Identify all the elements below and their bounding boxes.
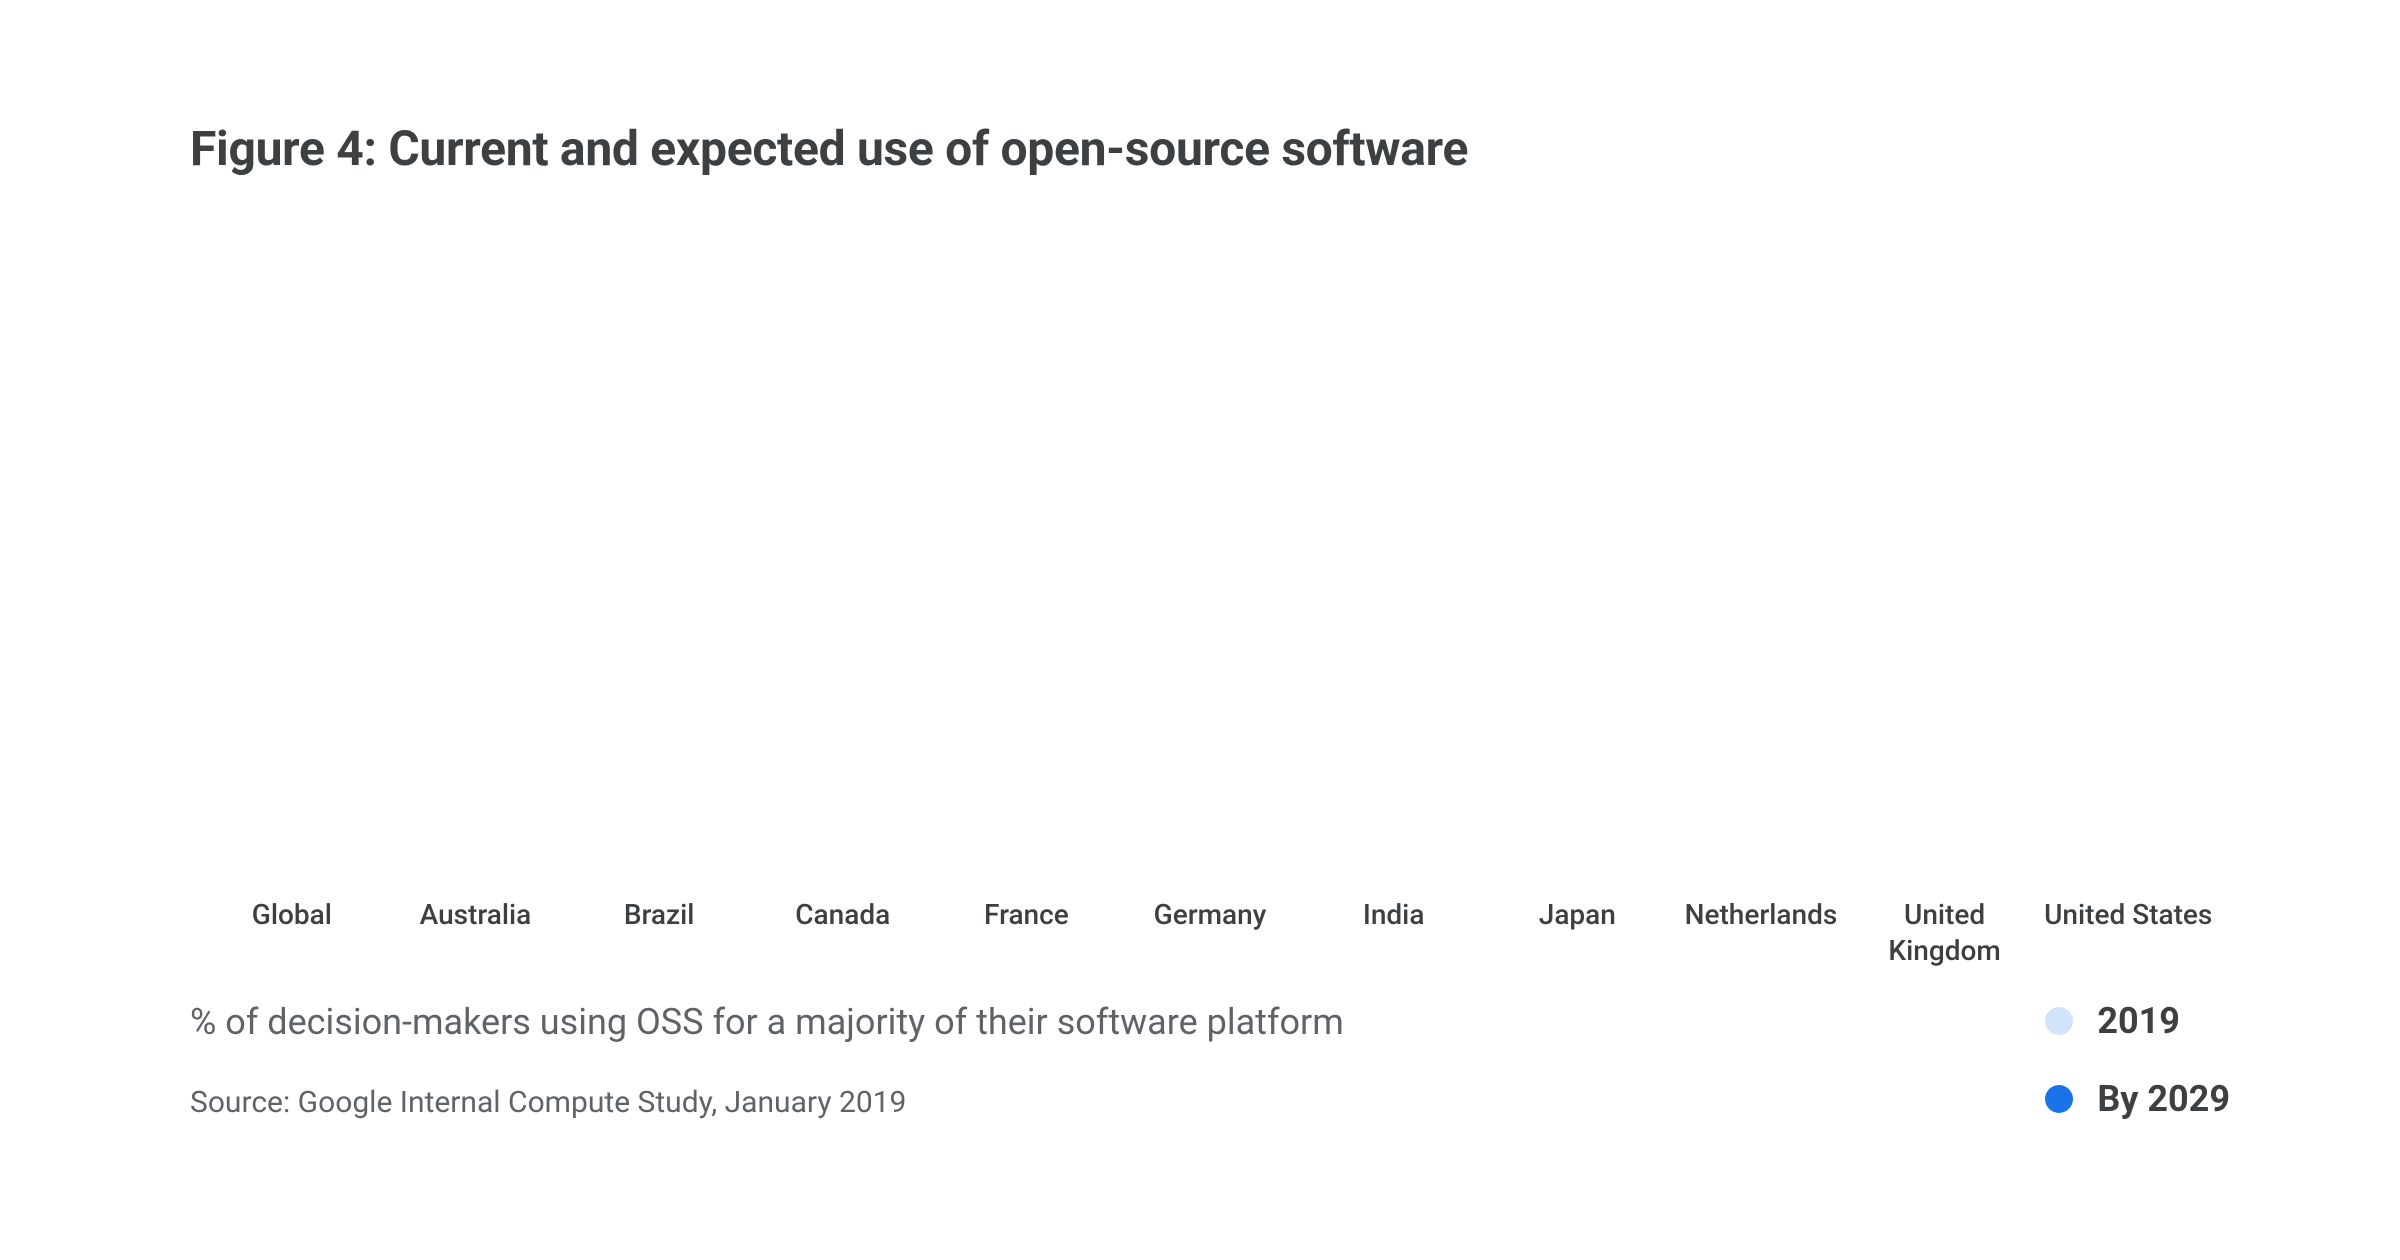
legend-item-2029: By 2029 [2045, 1078, 2230, 1120]
x-axis-label: United Kingdom [1853, 897, 2037, 970]
legend-dot-icon [2045, 1085, 2073, 1113]
x-axis-label: Netherlands [1669, 897, 1853, 970]
legend-label: By 2029 [2097, 1078, 2230, 1120]
chart-subtitle: % of decision-makers using OSS for a maj… [190, 1001, 2230, 1043]
chart-source: Source: Google Internal Compute Study, J… [190, 1085, 2230, 1120]
x-axis-label: Global [200, 897, 384, 970]
x-axis-label: United States [2036, 897, 2220, 970]
x-axis-label: Brazil [567, 897, 751, 970]
chart-legend: 2019 By 2029 [2045, 1000, 2230, 1120]
legend-label: 2019 [2097, 1000, 2180, 1042]
legend-item-2019: 2019 [2045, 1000, 2230, 1042]
chart-container: Figure 4: Current and expected use of op… [0, 0, 2400, 1260]
x-axis: Global Australia Brazil Canada France Ge… [190, 897, 2230, 970]
x-axis-label: India [1302, 897, 1486, 970]
x-axis-label: France [935, 897, 1119, 970]
x-axis-label: Australia [384, 897, 568, 970]
x-axis-label: Japan [1485, 897, 1669, 970]
chart-footer: % of decision-makers using OSS for a maj… [190, 1001, 2230, 1120]
x-axis-label: Germany [1118, 897, 1302, 970]
chart-title: Figure 4: Current and expected use of op… [190, 120, 2230, 177]
chart-plot-area [190, 237, 2230, 877]
x-axis-label: Canada [751, 897, 935, 970]
legend-dot-icon [2045, 1007, 2073, 1035]
